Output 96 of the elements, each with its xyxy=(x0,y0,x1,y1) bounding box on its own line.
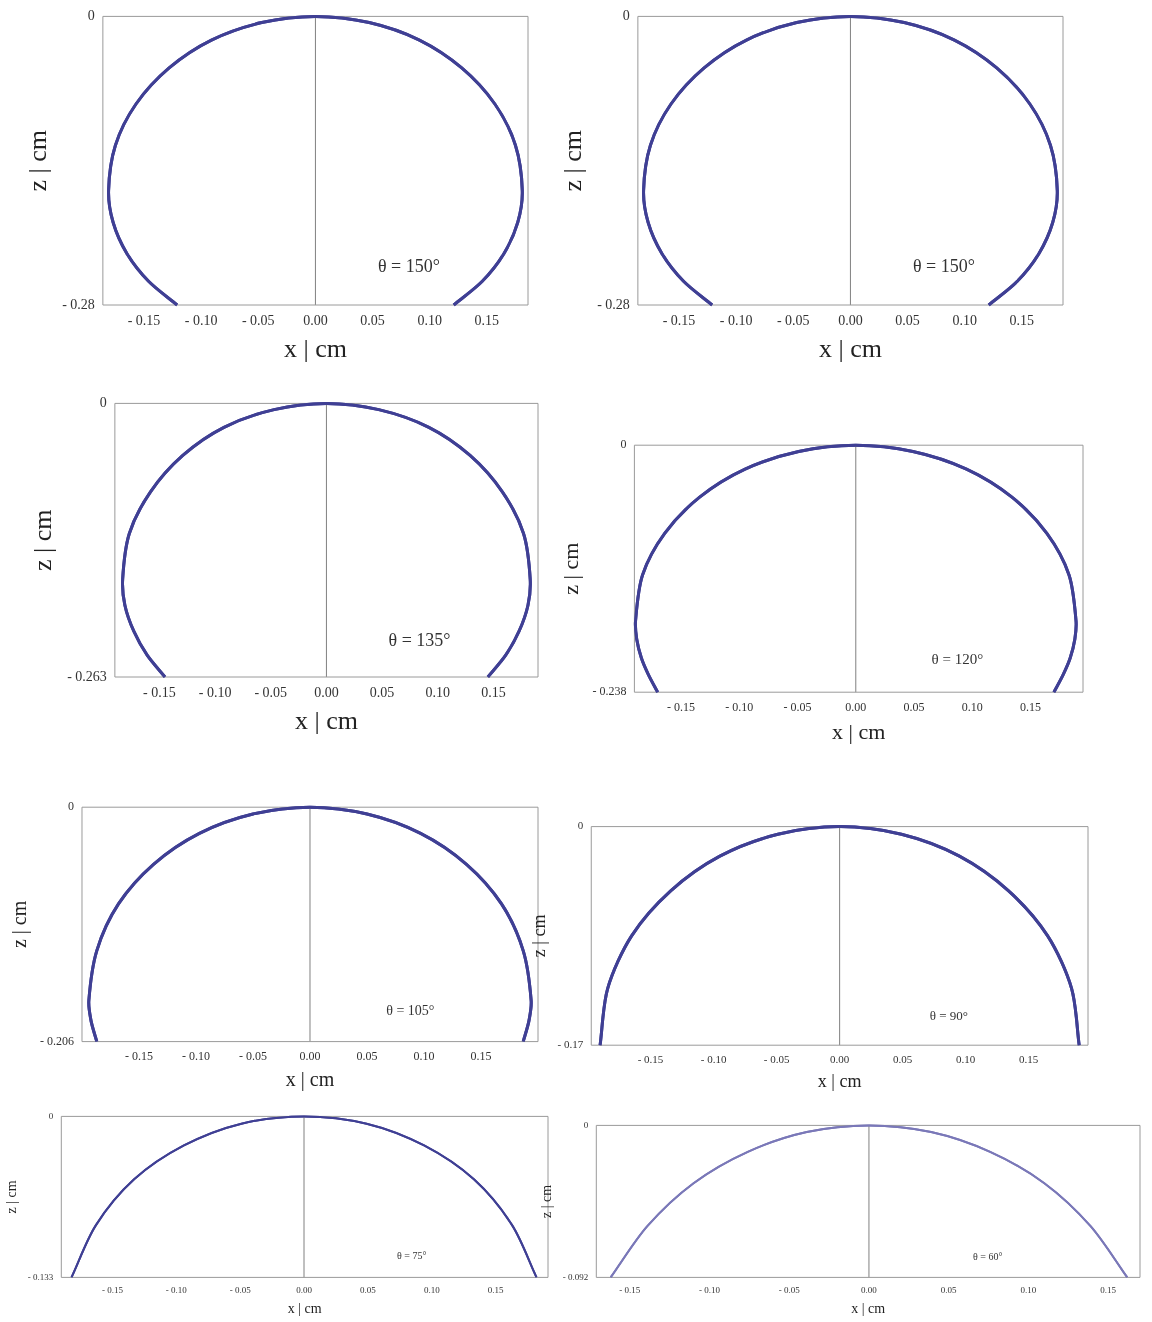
annotation: θ = 60° xyxy=(973,1251,1003,1263)
x-tick-label: 0.05 xyxy=(940,1285,958,1296)
x-axis-title: x | cm xyxy=(832,718,886,744)
x-tick-label: - 0.10 xyxy=(184,313,218,329)
x-tick-label: 0.05 xyxy=(356,1048,378,1063)
x-tick-label: 0.00 xyxy=(299,1048,321,1063)
y-axis-title: z | cm xyxy=(23,129,53,192)
x-tick-label: - 0.10 xyxy=(165,1285,188,1296)
y-tick-label: - 0.28 xyxy=(597,296,630,312)
x-tick-label: 0.15 xyxy=(1020,699,1042,714)
x-tick-label: 0.00 xyxy=(838,313,863,329)
x-tick-label: 0.15 xyxy=(481,685,506,701)
annotation: θ = 90° xyxy=(929,1008,969,1024)
annotation: θ = 135° xyxy=(388,630,451,651)
x-axis-title: x | cm xyxy=(285,1068,335,1092)
x-tick-label: - 0.10 xyxy=(725,699,754,714)
x-tick-label: 0.05 xyxy=(360,313,385,329)
x-axis-title: x | cm xyxy=(818,334,882,364)
x-tick-label: 0.10 xyxy=(1020,1285,1037,1296)
x-axis-title: x | cm xyxy=(851,1301,886,1317)
y-axis-title: z | cm xyxy=(4,1180,20,1214)
x-tick-label: - 0.15 xyxy=(127,313,161,329)
x-axis-title: x | cm xyxy=(283,334,347,364)
x-tick-label: - 0.10 xyxy=(198,685,232,701)
y-tick-label: 0 xyxy=(577,819,584,832)
x-tick-label: - 0.05 xyxy=(239,1048,267,1063)
y-tick-label: - 0.092 xyxy=(562,1271,589,1282)
y-tick-label: - 0.206 xyxy=(40,1033,74,1048)
y-tick-label: 0 xyxy=(583,1119,589,1130)
y-tick-label: - 0.133 xyxy=(27,1271,54,1282)
x-tick-label: - 0.15 xyxy=(667,699,695,714)
x-tick-label: 0.05 xyxy=(895,313,920,329)
x-tick-label: - 0.05 xyxy=(229,1285,252,1296)
x-tick-label: 0.05 xyxy=(893,1052,913,1065)
y-axis-title: z | cm xyxy=(28,509,58,571)
x-tick-label: - 0.15 xyxy=(619,1285,641,1296)
y-tick-label: - 0.28 xyxy=(62,296,95,312)
x-tick-label: 0.10 xyxy=(956,1052,976,1065)
y-axis-title: z | cm xyxy=(557,542,583,595)
x-axis-title: x | cm xyxy=(287,1301,322,1317)
x-axis-title: x | cm xyxy=(817,1070,862,1091)
x-tick-label: 0.15 xyxy=(1009,313,1035,329)
x-tick-label: - 0.05 xyxy=(254,685,288,701)
y-axis-title: z | cm xyxy=(539,1184,555,1218)
x-tick-label: 0.00 xyxy=(861,1285,878,1296)
x-tick-label: 0.15 xyxy=(1019,1052,1039,1065)
x-tick-label: 0.05 xyxy=(903,699,925,714)
x-tick-label: 0.00 xyxy=(845,699,867,714)
x-tick-label: 0.00 xyxy=(830,1052,850,1065)
annotation: θ = 120° xyxy=(931,651,984,668)
y-tick-label: 0 xyxy=(99,395,107,411)
y-tick-label: 0 xyxy=(622,8,630,24)
x-tick-label: 0.10 xyxy=(952,313,977,329)
x-tick-label: 0.10 xyxy=(423,1285,441,1296)
x-tick-label: 0.10 xyxy=(417,313,442,329)
y-tick-label: - 0.17 xyxy=(557,1038,584,1051)
y-axis-title: z | cm xyxy=(558,129,588,192)
x-tick-label: - 0.10 xyxy=(700,1052,727,1065)
x-tick-label: 0.15 xyxy=(1100,1285,1117,1296)
x-tick-label: - 0.15 xyxy=(662,313,696,329)
x-tick-label: 0.10 xyxy=(413,1048,435,1063)
y-tick-label: - 0.263 xyxy=(67,668,107,684)
y-tick-label: 0 xyxy=(68,799,74,814)
y-tick-label: 0 xyxy=(620,437,627,452)
x-tick-label: - 0.05 xyxy=(783,699,812,714)
x-tick-label: - 0.05 xyxy=(241,313,275,329)
x-tick-label: 0.05 xyxy=(360,1285,377,1296)
y-tick-label: - 0.238 xyxy=(592,684,627,699)
y-axis-title: z | cm xyxy=(528,914,549,958)
annotation: θ = 75° xyxy=(397,1250,427,1262)
annotation: θ = 150° xyxy=(912,256,975,277)
x-tick-label: 0.10 xyxy=(425,685,451,701)
annotation: θ = 150° xyxy=(377,256,440,277)
x-tick-label: - 0.15 xyxy=(143,685,176,701)
x-tick-label: - 0.10 xyxy=(182,1048,210,1063)
y-tick-label: 0 xyxy=(48,1110,54,1121)
x-tick-label: 0.00 xyxy=(314,685,339,701)
x-tick-label: - 0.15 xyxy=(637,1052,664,1065)
x-tick-label: - 0.15 xyxy=(101,1285,124,1296)
x-axis-title: x | cm xyxy=(294,706,358,736)
x-tick-label: 0.15 xyxy=(474,313,500,329)
x-tick-label: 0.00 xyxy=(296,1285,313,1296)
x-tick-label: 0.05 xyxy=(369,685,395,701)
x-tick-label: - 0.05 xyxy=(776,313,810,329)
x-tick-label: 0.10 xyxy=(961,699,983,714)
x-tick-label: - 0.10 xyxy=(699,1285,721,1296)
x-tick-label: - 0.10 xyxy=(719,313,753,329)
x-tick-label: - 0.05 xyxy=(778,1285,801,1296)
x-tick-label: 0.15 xyxy=(470,1048,492,1063)
y-axis-title: z | cm xyxy=(8,900,32,949)
x-tick-label: - 0.05 xyxy=(763,1052,790,1065)
y-tick-label: 0 xyxy=(87,8,95,24)
x-tick-label: 0.00 xyxy=(303,313,328,329)
annotation: θ = 105° xyxy=(386,1002,435,1018)
x-tick-label: - 0.15 xyxy=(125,1048,153,1063)
x-tick-label: 0.15 xyxy=(487,1285,504,1296)
